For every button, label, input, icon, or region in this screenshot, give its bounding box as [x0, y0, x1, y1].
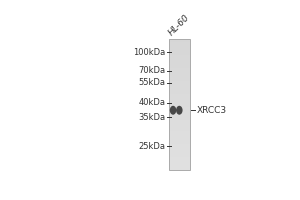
Bar — [169, 76, 190, 79]
Text: 70kDa: 70kDa — [138, 66, 165, 75]
Bar — [169, 57, 190, 59]
Bar — [169, 105, 190, 107]
Bar — [169, 146, 190, 148]
Text: 100kDa: 100kDa — [133, 48, 165, 57]
Bar — [169, 135, 190, 138]
Bar — [169, 166, 190, 168]
Bar — [169, 41, 190, 44]
Bar — [169, 39, 190, 42]
Bar — [169, 127, 190, 129]
Text: 25kDa: 25kDa — [138, 142, 165, 151]
Bar — [169, 79, 190, 81]
Bar — [169, 65, 190, 68]
Bar — [169, 157, 190, 159]
Bar — [169, 103, 190, 105]
Bar — [169, 153, 190, 155]
Text: 40kDa: 40kDa — [138, 98, 165, 107]
Bar — [169, 155, 190, 157]
Bar — [169, 55, 190, 57]
Bar — [169, 81, 190, 83]
Bar — [169, 68, 190, 70]
Bar — [169, 133, 190, 135]
Bar — [169, 161, 190, 164]
Bar — [169, 59, 190, 61]
Bar — [169, 113, 190, 116]
Bar — [169, 124, 190, 127]
Bar — [169, 164, 190, 166]
Bar — [169, 46, 190, 48]
Text: 55kDa: 55kDa — [138, 78, 165, 87]
Bar — [169, 159, 190, 162]
Bar — [169, 111, 190, 114]
Ellipse shape — [176, 106, 183, 115]
Text: XRCC3: XRCC3 — [197, 106, 227, 115]
Bar — [169, 96, 190, 98]
Bar — [169, 148, 190, 151]
Bar — [169, 39, 190, 170]
Bar — [169, 137, 190, 140]
Bar — [169, 151, 190, 153]
Bar — [169, 98, 190, 100]
Bar — [169, 122, 190, 124]
Bar — [169, 168, 190, 170]
Bar — [169, 50, 190, 52]
Bar — [169, 109, 190, 111]
Bar — [169, 48, 190, 50]
Bar — [169, 131, 190, 133]
Bar — [169, 85, 190, 87]
Bar — [169, 129, 190, 131]
Ellipse shape — [170, 106, 176, 115]
Bar — [169, 120, 190, 122]
Bar — [169, 107, 190, 109]
Text: HL-60: HL-60 — [167, 13, 191, 37]
Bar — [169, 72, 190, 74]
Bar — [169, 94, 190, 96]
Bar — [169, 100, 190, 103]
Bar — [169, 89, 190, 92]
Bar — [169, 63, 190, 66]
Bar — [169, 118, 190, 120]
Bar — [169, 83, 190, 85]
Bar — [169, 44, 190, 46]
Bar — [169, 70, 190, 72]
Bar — [169, 142, 190, 144]
Bar — [169, 92, 190, 94]
Bar — [169, 61, 190, 63]
Bar — [169, 87, 190, 90]
Bar — [169, 52, 190, 55]
Bar — [169, 144, 190, 146]
Bar — [169, 116, 190, 118]
Text: 35kDa: 35kDa — [138, 113, 165, 122]
Bar — [169, 74, 190, 76]
Bar — [169, 140, 190, 142]
